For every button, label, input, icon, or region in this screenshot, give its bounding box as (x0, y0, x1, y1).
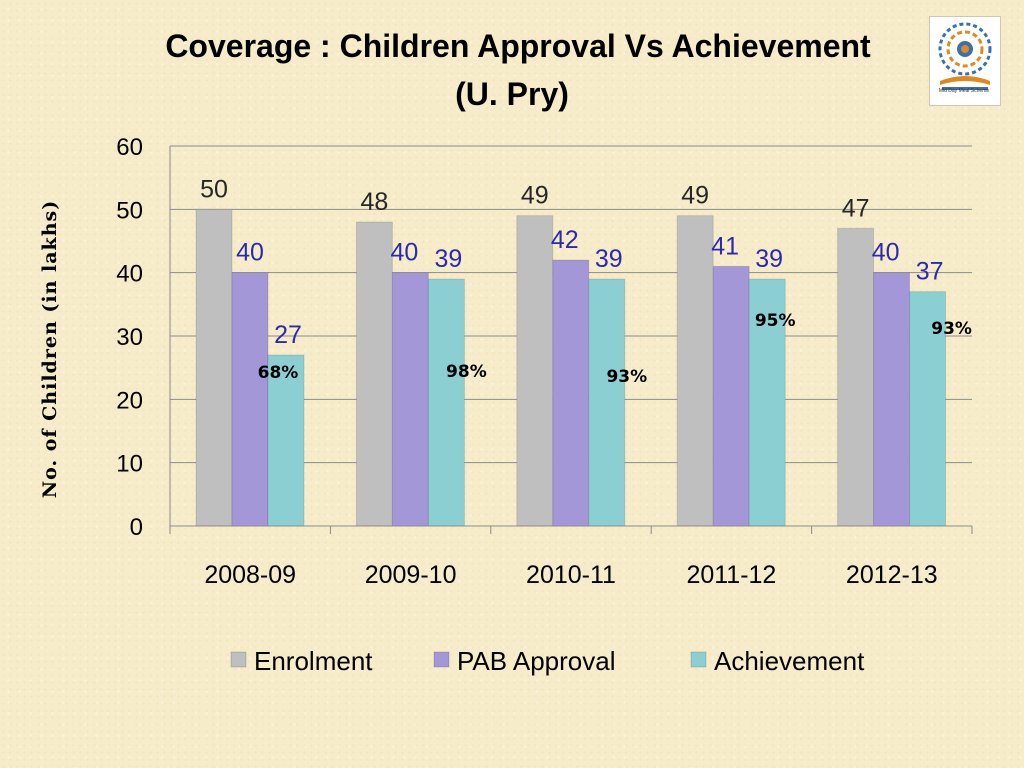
y-tick-label: 60 (116, 134, 143, 161)
legend-label: PAB Approval (457, 646, 616, 676)
data-label: 39 (755, 245, 783, 273)
bar-pab-approval (873, 272, 911, 527)
bar-enrolment (837, 227, 875, 527)
y-axis-title: No. of Children (in lakhs) (39, 199, 61, 499)
data-label: 49 (521, 182, 549, 210)
mid-day-meal-logo (929, 16, 1001, 106)
chart-title-line-2: (U. Pry) (455, 76, 569, 112)
bar-achievement (748, 278, 786, 527)
legend: Enrolment PAB Approval Achievement (230, 646, 865, 676)
logo-caption: Mid Day Meal Scheme (938, 88, 990, 94)
bar-achievement (909, 291, 947, 527)
x-tick-label: 2010-11 (526, 561, 616, 589)
bars (195, 208, 947, 527)
data-label: 40 (872, 239, 900, 267)
legend-swatch (230, 651, 247, 668)
axes: 0 10 20 30 40 50 60 2008-09 2009-10 2010-11 2011-1… (116, 134, 973, 589)
percent-annotation: 93% (931, 319, 972, 339)
legend-label: Achievement (714, 646, 865, 676)
data-label: 39 (434, 245, 462, 273)
logo-emblem-icon (938, 22, 992, 90)
chart-title-line-1: Coverage : Children Approval Vs Achievem… (165, 28, 871, 64)
y-tick-label: 30 (116, 324, 143, 351)
bar-achievement (427, 278, 465, 527)
bar-achievement (588, 278, 626, 527)
y-tick-label: 0 (130, 514, 143, 541)
x-tick-label: 2008-09 (204, 561, 296, 589)
legend-label: Enrolment (254, 646, 373, 676)
x-tick-label: 2012-13 (846, 561, 938, 589)
percent-annotation: 98% (446, 362, 487, 382)
y-tick-label: 50 (116, 197, 143, 224)
data-label: 50 (200, 175, 228, 203)
bar-pab-approval (712, 265, 750, 527)
percent-annotation: 95% (755, 311, 796, 331)
bar-enrolment (355, 221, 393, 527)
percent-annotation: 68% (258, 363, 299, 383)
x-tick-label: 2009-10 (365, 561, 457, 589)
data-label: 39 (595, 245, 623, 273)
percent-annotation: 93% (606, 367, 647, 387)
bar-enrolment (195, 208, 233, 527)
bar-pab-approval (552, 259, 590, 527)
data-label: 42 (551, 226, 579, 254)
bar-enrolment (516, 215, 554, 527)
data-label: 37 (916, 258, 944, 286)
y-tick-label: 20 (116, 387, 143, 414)
bar-enrolment (676, 215, 714, 527)
y-tick-label: 40 (116, 261, 143, 288)
data-label: 41 (711, 232, 739, 260)
data-label: 40 (390, 239, 418, 267)
x-tick-label: 2011-12 (686, 561, 776, 589)
bar-achievement (267, 354, 305, 527)
data-label: 27 (274, 321, 302, 349)
data-label: 48 (360, 188, 388, 216)
legend-swatch (433, 651, 450, 668)
bar-pab-approval (391, 272, 429, 527)
data-label: 47 (842, 194, 870, 222)
y-tick-label: 10 (116, 451, 143, 478)
legend-swatch (690, 651, 707, 668)
bar-pab-approval (231, 272, 269, 527)
data-label: 49 (681, 182, 709, 210)
data-label: 40 (236, 239, 264, 267)
